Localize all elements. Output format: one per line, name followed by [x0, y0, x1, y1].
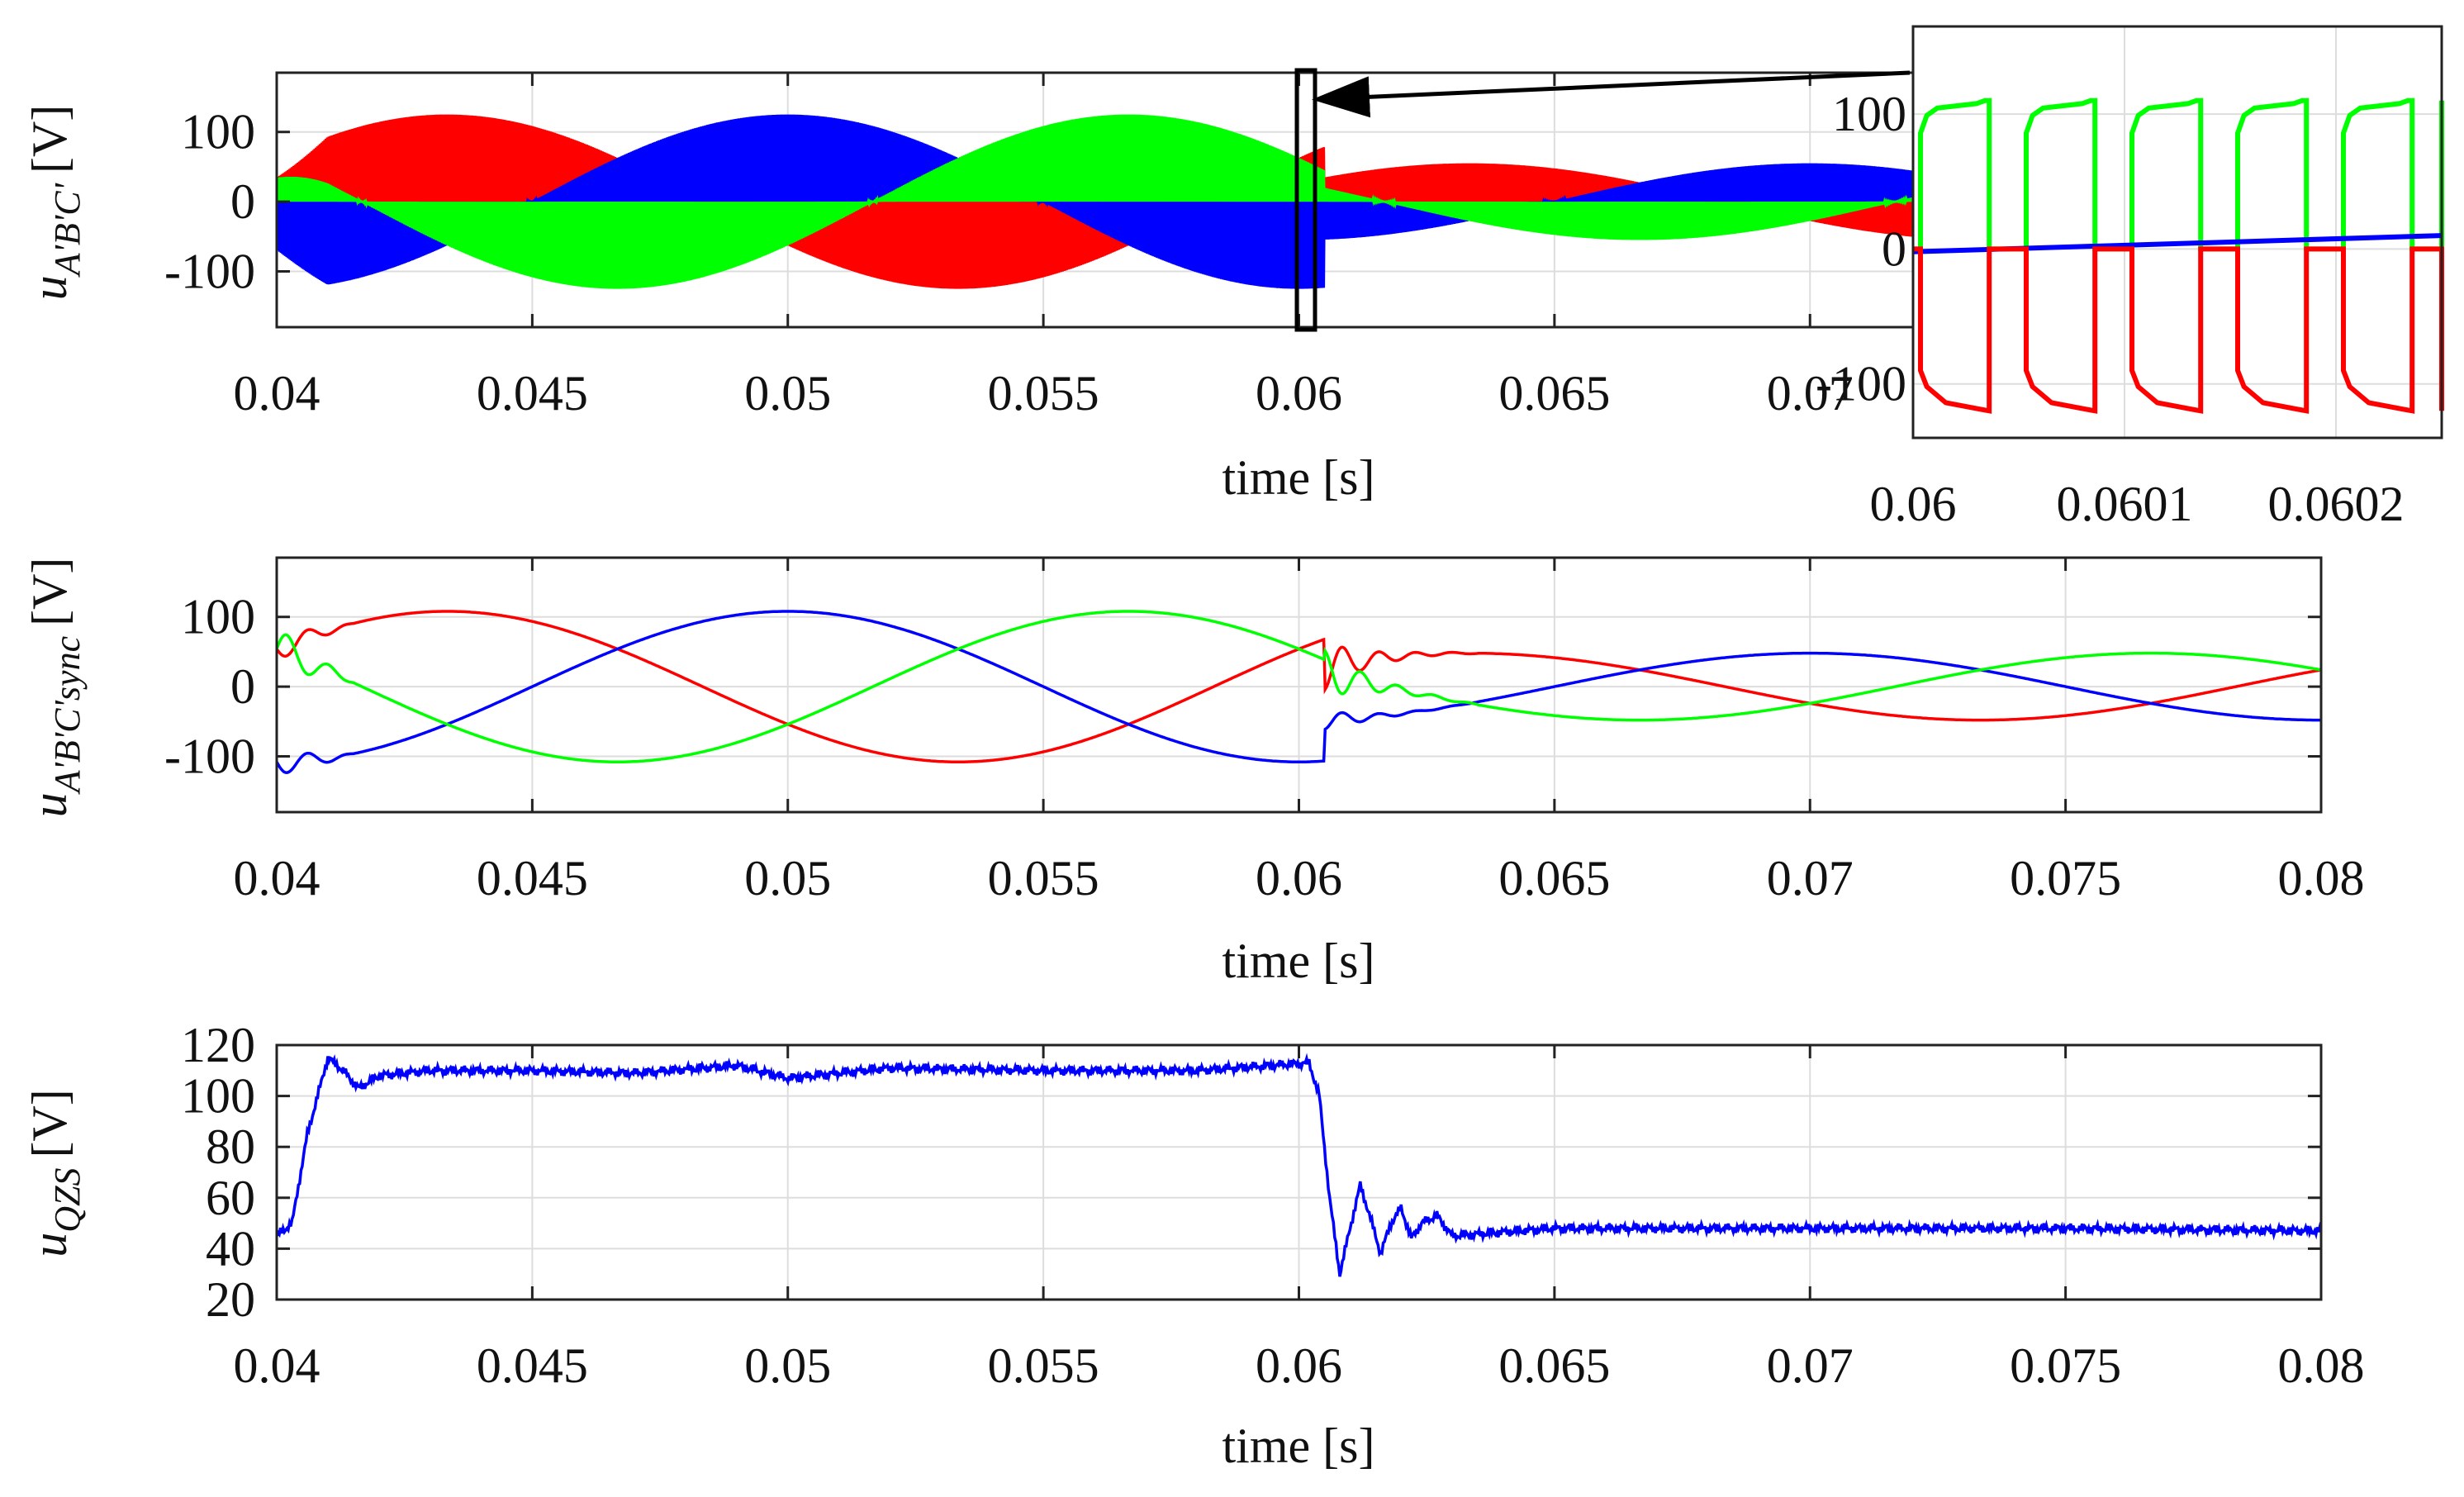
top-xtick-label: 0.06: [1256, 366, 1342, 421]
bottom-ylabel-sym: u: [22, 1233, 77, 1257]
middle-ticks: [275, 558, 2323, 812]
middle-ytick-label: 0: [230, 659, 255, 714]
inset-frame: [1911, 25, 2443, 440]
middle-ylabel: uA'B'C'sync [V]: [22, 558, 88, 818]
top-series: [275, 114, 2103, 289]
top-ylabel: uA'B'C' [V]: [22, 105, 88, 301]
zoom-arrow: [1312, 70, 1911, 118]
bottom-ylabel: uQZS [V]: [22, 1089, 88, 1257]
inset-ytick-label: 100: [1832, 87, 1906, 141]
bottom-ytick-label: 100: [181, 1069, 255, 1124]
inset-xtick-label: 0.0602: [2268, 477, 2405, 531]
middle-xtick-label: 0.075: [2010, 851, 2121, 905]
top-xtick-label: 0.07: [1767, 366, 1854, 421]
middle-ylabel-unit: [V]: [22, 558, 77, 626]
top-xlabel: time [s]: [1223, 450, 1375, 505]
top-ylabel-unit: [V]: [22, 105, 77, 173]
middle-series-line-2: [275, 610, 2322, 763]
middle-ytick-labels: -100 0 100: [164, 590, 255, 784]
bottom-ylabel-sub: QZS: [47, 1168, 88, 1233]
bottom-xlabel: time [s]: [1223, 1419, 1375, 1473]
top-ytick-labels: -100 0 100: [164, 105, 255, 299]
middle-ytick-label: 100: [181, 590, 255, 644]
middle-xtick-label: 0.05: [744, 851, 831, 905]
middle-xtick-label: 0.055: [988, 851, 1099, 905]
middle-xtick-label: 0.08: [2278, 851, 2365, 905]
inset-series: [1912, 97, 2444, 414]
middle-xlabel: time [s]: [1223, 934, 1375, 988]
middle-grid: [276, 558, 2322, 812]
middle-xtick-label: 0.045: [477, 851, 588, 905]
bottom-ytick-label: 120: [181, 1018, 255, 1072]
bottom-xtick-label: 0.07: [1767, 1338, 1854, 1393]
top-xtick-label: 0.04: [234, 366, 320, 421]
bottom-ytick-label: 80: [206, 1119, 255, 1174]
middle-ytick-label: -100: [164, 729, 255, 783]
middle-xtick-labels: 0.04 0.045 0.05 0.055 0.06 0.065 0.07 0.075 0.08: [234, 851, 2365, 905]
bottom-ytick-label: 20: [206, 1272, 255, 1327]
inset-background: [1913, 26, 2442, 438]
inset-xtick-label: 0.0601: [2057, 477, 2193, 531]
bottom-grid: [276, 1044, 2322, 1300]
top-ytick-label: 0: [230, 174, 255, 229]
bottom-xtick-labels: 0.04 0.045 0.05 0.055 0.06 0.065 0.07 0.075 0.08: [234, 1338, 2365, 1393]
top-xtick-label: 0.055: [988, 366, 1099, 421]
middle-xtick-label: 0.07: [1767, 851, 1854, 905]
inset-ytick-labels: -100 0 100: [1816, 87, 1906, 411]
bottom-xtick-label: 0.06: [1256, 1338, 1342, 1393]
inset-xtick-label: 0.06: [1870, 477, 1957, 531]
top-ytick-label: -100: [164, 244, 255, 298]
bottom-ytick-label: 60: [206, 1171, 255, 1225]
middle-xtick-label: 0.065: [1498, 851, 1610, 905]
bottom-xtick-label: 0.075: [2010, 1338, 2121, 1393]
inset-series-line-2: [1913, 246, 2444, 414]
inset-ytick-label: 0: [1882, 221, 1906, 276]
middle-ylabel-sym: u: [22, 792, 77, 817]
top-xtick-labels: 0.04 0.045 0.05 0.055 0.06 0.065 0.07: [234, 366, 1854, 421]
middle-series: [275, 610, 2322, 774]
inset-ytick-label: -100: [1816, 357, 1906, 411]
bottom-xtick-label: 0.045: [477, 1338, 588, 1393]
bottom-xtick-label: 0.055: [988, 1338, 1099, 1393]
top-series-line-1: [275, 114, 2103, 289]
top-series-line-2: [275, 114, 2103, 289]
top-ylabel-sub: A'B'C': [47, 182, 88, 278]
bottom-xtick-label: 0.08: [2278, 1338, 2365, 1393]
bottom-series-line-0: [275, 1053, 2323, 1277]
bottom-xtick-label: 0.04: [234, 1338, 320, 1393]
bottom-ticks: [275, 1043, 2323, 1301]
middle-xtick-label: 0.06: [1256, 851, 1342, 905]
bottom-xtick-label: 0.05: [744, 1338, 831, 1393]
zoom-highlight-box: [1294, 68, 1317, 332]
bottom-series: [275, 1053, 2323, 1277]
top-ytick-label: 100: [181, 105, 255, 159]
bottom-ylabel-unit: [V]: [22, 1089, 77, 1157]
middle-ylabel-sub: A'B'C'sync: [47, 635, 88, 795]
bottom-ytick-label: 40: [206, 1221, 255, 1276]
inset-xtick-labels: 0.06 0.0601 0.0602: [1870, 477, 2405, 531]
top-xtick-label: 0.065: [1498, 366, 1610, 421]
middle-panel: 0.04 0.045 0.05 0.055 0.06 0.065 0.07 0.075 0.08…: [22, 556, 2365, 988]
top-ylabel-sym: u: [22, 275, 77, 300]
middle-xtick-label: 0.04: [234, 851, 320, 905]
bottom-panel: 0.04 0.045 0.05 0.055 0.06 0.065 0.07 0.075 0.08…: [22, 1018, 2365, 1473]
bottom-xtick-label: 0.065: [1498, 1338, 1610, 1393]
inset-panel: 0.06 0.0601 0.0602 -100 0 100: [1816, 25, 2444, 531]
top-xtick-label: 0.045: [477, 366, 588, 421]
top-xtick-label: 0.05: [744, 366, 831, 421]
